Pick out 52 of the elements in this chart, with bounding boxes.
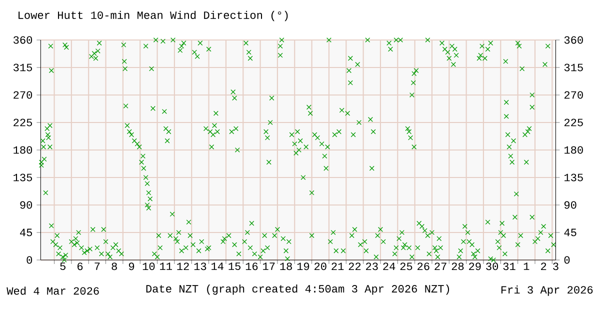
y2-tick-label: 315 — [564, 64, 583, 72]
x-tick-label: 17 — [263, 262, 275, 270]
x-tick-label: 20 — [314, 262, 326, 270]
x-tick-label: 12 — [177, 262, 189, 270]
text: Wed 4 Mar 2026 — [6, 286, 99, 295]
x-tick-label: 19 — [297, 262, 310, 270]
y2-tick-label: 45 — [564, 228, 576, 236]
x-tick-label: 30 — [486, 262, 498, 270]
x-tick-label: 2 — [541, 262, 546, 270]
y-tick-label: 45 — [20, 228, 32, 236]
y-tick-label: 135 — [14, 174, 32, 182]
text: Fri 3 Apr 2026 — [501, 286, 593, 296]
y2-tick-label: 360 — [564, 36, 583, 44]
x-tick-label: 15 — [228, 262, 240, 270]
x-tick-label: 16 — [246, 262, 258, 270]
x-tick-label: 29 — [469, 262, 481, 270]
y2-tick-label: 135 — [564, 174, 583, 182]
x-tick-label: 9 — [128, 262, 134, 270]
x-tick-label: 18 — [280, 262, 292, 270]
y2-tick-label: 225 — [564, 118, 583, 126]
x-tick-label: 7 — [94, 262, 100, 270]
y-tick-label: 0 — [26, 256, 32, 264]
y2-tick-label: 180 — [564, 146, 583, 154]
x-tick-label: 23 — [366, 262, 378, 270]
x-tick-label: 1 — [524, 262, 530, 270]
y2-tick-label: 270 — [564, 91, 583, 99]
y2-tick-label: 90 — [564, 201, 576, 209]
x-tick-label: 6 — [78, 262, 83, 270]
y-tick-label: 270 — [14, 91, 32, 99]
x-tick-label: 25 — [400, 262, 412, 270]
x-tick-label: 27 — [434, 262, 446, 270]
y-tick-label: 360 — [13, 36, 32, 44]
x-tick-label: 8 — [112, 262, 117, 270]
x-tick-label: 26 — [418, 262, 430, 270]
x-tick-label: 10 — [142, 262, 155, 270]
x-tick-label: 11 — [160, 262, 172, 270]
y-tick-label: 180 — [14, 146, 32, 154]
x-tick-label: 31 — [503, 262, 516, 270]
x-tick-label: 22 — [348, 262, 361, 270]
chart-title: Lower Hutt 10-min Mean Wind Direction (°) — [18, 10, 288, 22]
x-tick-label: 14 — [212, 262, 224, 270]
y-tick-label: 90 — [20, 201, 32, 209]
y-tick-label: 315 — [13, 64, 32, 72]
x-tick-label: 5 — [60, 262, 66, 270]
y2-tick-label: 0 — [564, 256, 570, 264]
y-tick-label: 225 — [14, 118, 32, 126]
x-tick-label: 24 — [383, 262, 396, 270]
x-tick-label: 13 — [194, 262, 206, 270]
x-tick-label: 21 — [332, 262, 344, 270]
x-axis-title: Date NZT (graph created 4:50am 3 Apr 2026 NZT) — [146, 284, 450, 295]
x-tick-label: 28 — [452, 262, 464, 270]
x-tick-label: 3 — [553, 262, 558, 270]
